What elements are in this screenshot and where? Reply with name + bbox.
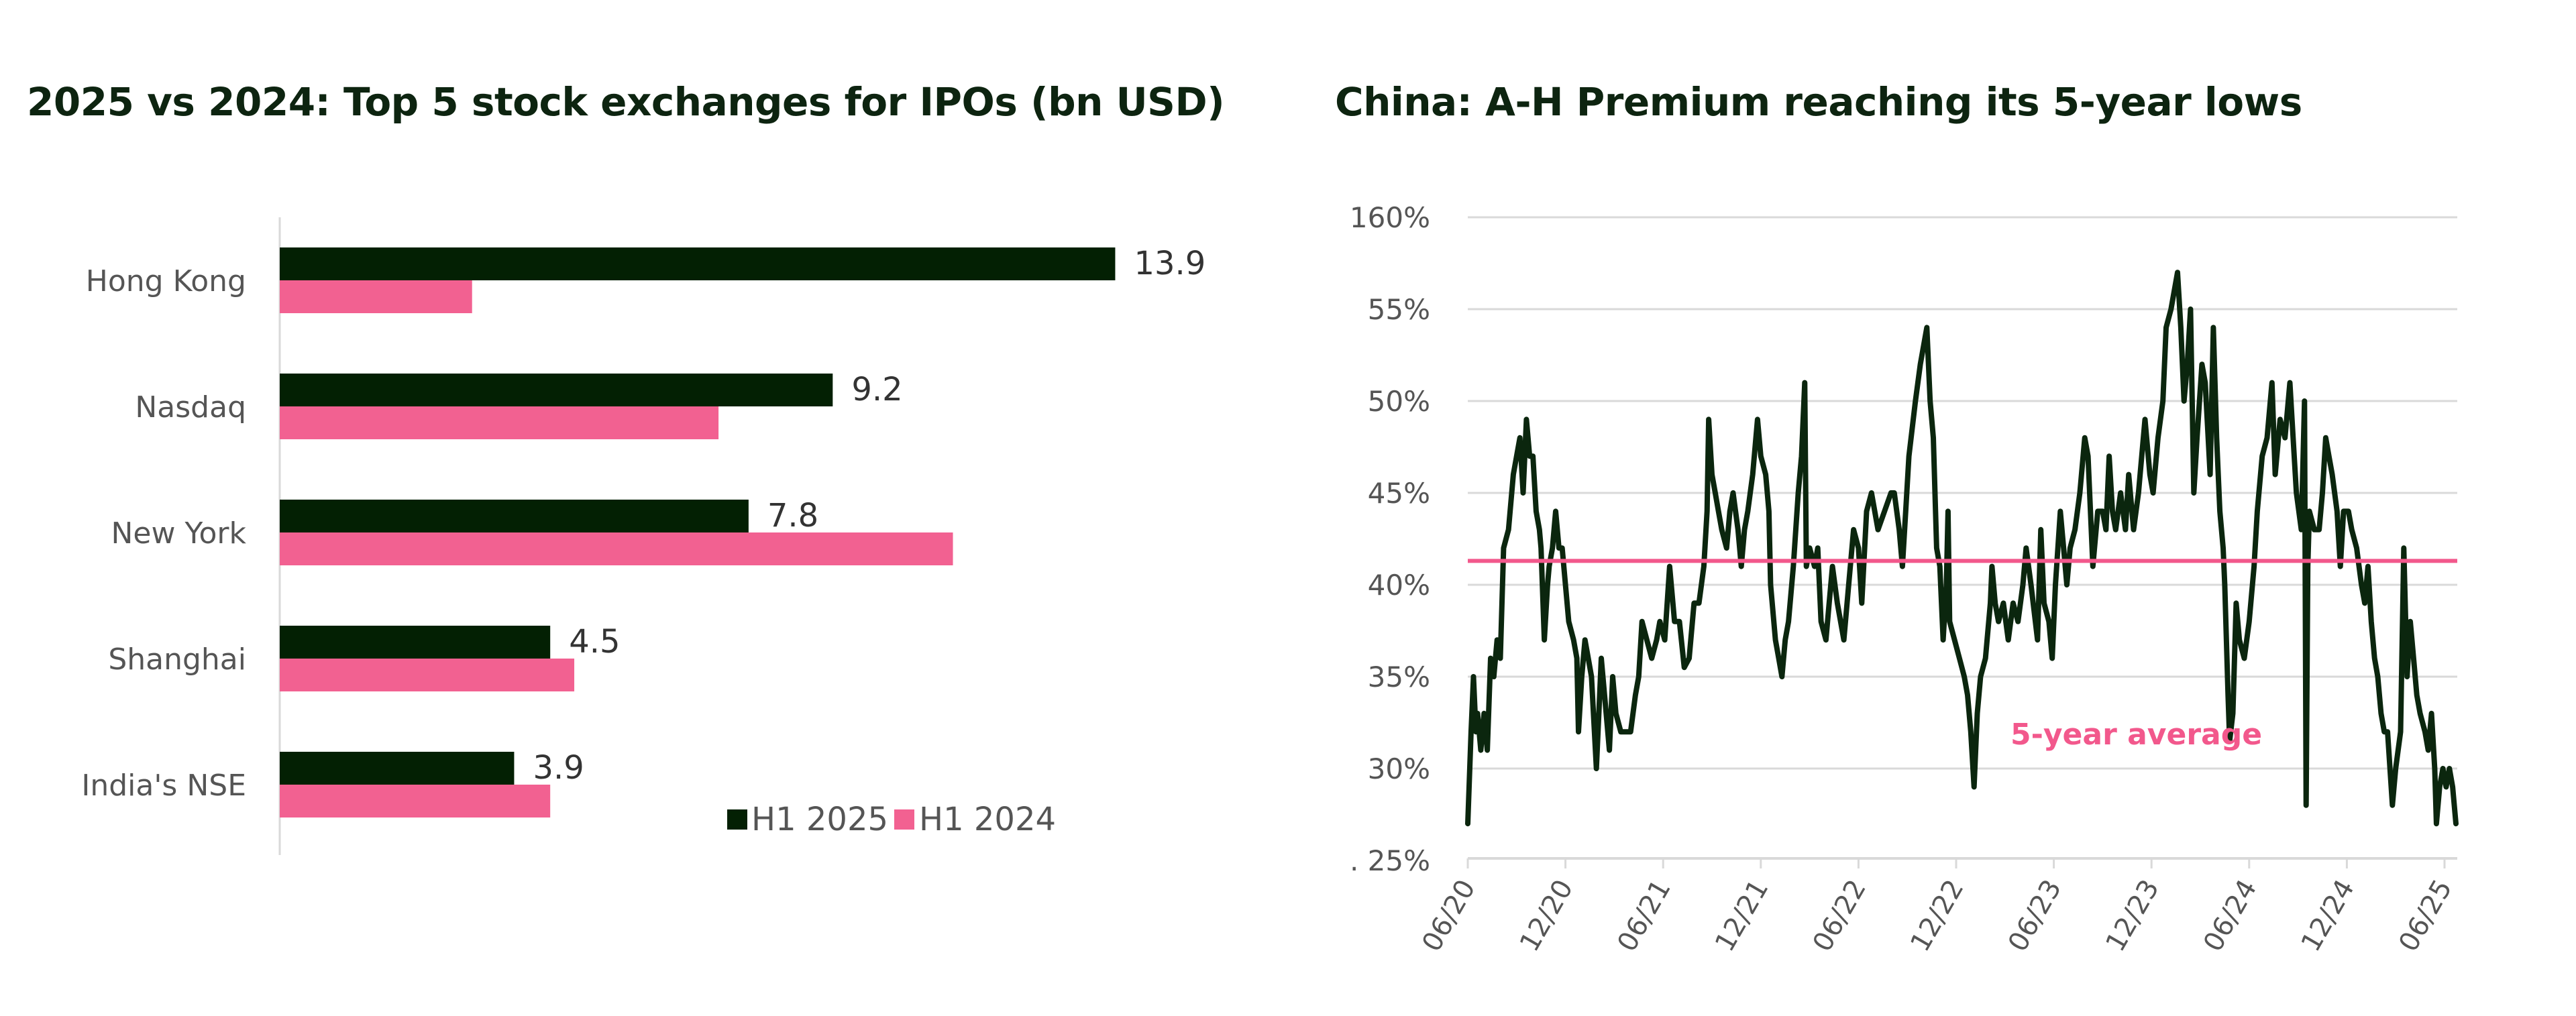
data-label: 13.9 — [1134, 245, 1205, 282]
bar-h1-2025 — [280, 247, 1116, 280]
y-tick-label: 35% — [1368, 661, 1430, 693]
bar-h1-2024 — [280, 280, 472, 313]
category-label: New York — [111, 516, 247, 551]
five-year-average-label: 5-year average — [2010, 718, 2262, 752]
category-label: Nasdaq — [135, 390, 246, 425]
x-tick-label: 06/23 — [2002, 874, 2068, 957]
y-tick-label: 55% — [1368, 293, 1430, 326]
x-tick-label: 06/24 — [2198, 874, 2263, 957]
ah-premium-series-line — [1465, 270, 2459, 827]
x-tick-label: 12/24 — [2296, 874, 2361, 957]
data-label: 9.2 — [851, 371, 902, 408]
category-label: India's NSE — [81, 769, 246, 803]
y-tick-label: 160% — [1350, 201, 1430, 234]
bar-h1-2025 — [280, 374, 833, 406]
bar-h1-2024 — [280, 532, 953, 565]
bar-h1-2024 — [280, 406, 719, 439]
y-tick-label: 40% — [1368, 569, 1430, 602]
x-tick-label: 06/25 — [2393, 874, 2458, 957]
x-tick-label: 06/22 — [1807, 874, 1872, 957]
x-tick-label: 12/20 — [1514, 874, 1579, 957]
bar-h1-2025 — [280, 626, 551, 659]
data-label: 4.5 — [569, 623, 620, 661]
legend-swatch-h1-2025 — [727, 809, 747, 830]
right-chart-title: China: A-H Premium reaching its 5-year l… — [1335, 79, 2302, 125]
category-label: Hong Kong — [86, 264, 246, 298]
category-label: Shanghai — [108, 642, 246, 677]
x-tick-label: 06/20 — [1416, 874, 1481, 957]
legend-label-h1-2025: H1 2025 — [751, 801, 888, 838]
x-tick-label: 12/23 — [2100, 874, 2165, 957]
bar-h1-2024 — [280, 785, 551, 817]
x-tick-label: 12/21 — [1709, 874, 1774, 957]
left-chart-title: 2025 vs 2024: Top 5 stock exchanges for … — [27, 79, 1225, 125]
bar-h1-2025 — [280, 752, 515, 785]
legend-swatch-h1-2024 — [894, 809, 914, 830]
ipo-bar-chart: Hong Kong Nasdaq New York Shanghai India's … — [81, 217, 1205, 855]
legend-label-h1-2024: H1 2024 — [919, 801, 1056, 838]
y-tick-label: 30% — [1368, 752, 1430, 785]
y-tick-label: 45% — [1368, 477, 1430, 510]
data-label: 3.9 — [533, 749, 584, 787]
bar-h1-2024 — [280, 659, 575, 691]
y-tick-label: 50% — [1368, 385, 1430, 418]
x-tick-label: 06/21 — [1611, 874, 1676, 957]
y-tick-label: . 25% — [1350, 844, 1430, 877]
bar-h1-2025 — [280, 500, 749, 532]
data-label: 7.8 — [767, 497, 818, 534]
bar-chart-legend: H1 2025 H1 2024 — [727, 801, 1056, 838]
x-tick-label: 12/22 — [1904, 874, 1970, 957]
